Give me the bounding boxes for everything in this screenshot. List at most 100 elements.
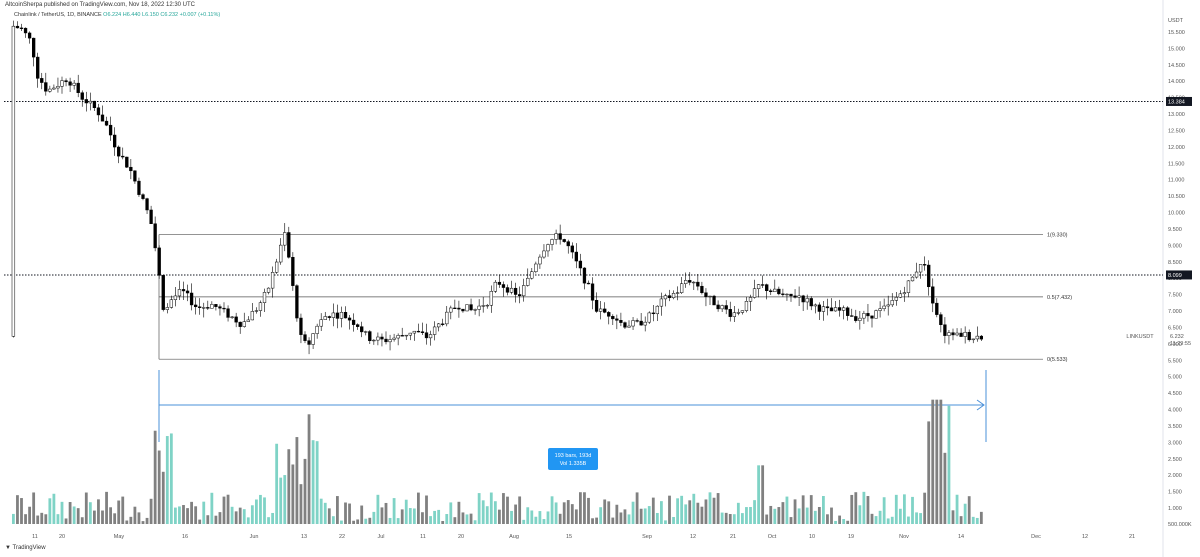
price-tick-label: 14.000 xyxy=(1168,79,1185,85)
volume-bar xyxy=(323,502,327,524)
candle-up xyxy=(412,330,417,334)
volume-bar xyxy=(84,492,88,524)
candle-up xyxy=(862,313,866,319)
volume-bar xyxy=(457,501,461,524)
candle-up xyxy=(404,334,408,337)
volume-bar xyxy=(688,500,692,524)
volume-bar xyxy=(392,498,396,524)
volume-bar xyxy=(311,440,315,524)
candle-down xyxy=(959,332,963,337)
candle-down xyxy=(712,295,716,306)
candle-down xyxy=(92,100,97,109)
candle-up xyxy=(372,339,376,342)
time-tick-label: Jun xyxy=(250,534,259,540)
candle-down xyxy=(923,264,927,266)
axis-currency: USDT xyxy=(1168,18,1184,24)
time-tick-label: 19 xyxy=(848,534,854,540)
candle-up xyxy=(493,281,498,292)
candle-up xyxy=(376,336,380,341)
volume-bar xyxy=(40,512,44,524)
candle-down xyxy=(623,322,627,328)
candle-up xyxy=(805,298,809,303)
candle-up xyxy=(910,276,915,282)
volume-bar xyxy=(133,506,137,524)
volume-bar xyxy=(874,516,878,524)
candle-down xyxy=(424,332,429,339)
volume-bar xyxy=(878,510,882,524)
volume-bar xyxy=(797,508,801,524)
candle-up xyxy=(331,312,336,318)
volume-bar xyxy=(684,504,688,524)
volume-bar xyxy=(372,511,376,524)
volume-bar xyxy=(348,503,351,524)
time-tick-label: 21 xyxy=(730,534,736,540)
volume-bar xyxy=(121,496,125,524)
volume-bar xyxy=(955,494,959,524)
candle-up xyxy=(538,256,542,265)
candle-down xyxy=(400,335,404,337)
candle-down xyxy=(586,282,591,285)
volume-bar xyxy=(676,498,679,524)
candle-down xyxy=(951,332,955,336)
candle-down xyxy=(40,78,44,83)
volume-bar xyxy=(283,475,287,524)
time-tick-label: Dec xyxy=(1031,534,1041,540)
volume-bar xyxy=(32,492,36,524)
candle-up xyxy=(56,86,60,89)
candle-down xyxy=(635,320,639,322)
volume-bar xyxy=(558,513,562,524)
volume-bar xyxy=(566,500,570,524)
volume-bar xyxy=(971,516,975,524)
volume-bar xyxy=(570,504,574,524)
volume-bar xyxy=(182,505,185,524)
volume-bar xyxy=(52,493,56,524)
candle-up xyxy=(485,304,489,307)
candle-up xyxy=(955,332,959,336)
price-tick-label: 3.000 xyxy=(1168,440,1182,446)
candle-down xyxy=(360,326,364,333)
volume-bar xyxy=(352,520,355,524)
volume-bar xyxy=(732,514,736,524)
candle-up xyxy=(202,307,206,309)
price-tick-label: 4.500 xyxy=(1168,391,1182,397)
candle-down xyxy=(590,283,595,301)
volume-bar xyxy=(757,465,760,524)
volume-bar xyxy=(421,512,424,524)
volume-bar xyxy=(506,496,509,524)
volume-bar xyxy=(631,501,635,524)
countdown-label: 11:29:55 xyxy=(1170,341,1191,347)
candle-down xyxy=(967,331,971,341)
candle-down xyxy=(728,309,732,317)
volume-bar xyxy=(809,495,813,524)
candle-up xyxy=(878,308,882,311)
candle-down xyxy=(651,312,655,315)
candle-down xyxy=(700,285,704,294)
volume-bar xyxy=(417,492,420,524)
candle-up xyxy=(210,304,214,309)
time-tick-label: 21 xyxy=(1129,534,1135,540)
price-tick-label: 12.500 xyxy=(1168,128,1185,134)
candle-down xyxy=(149,209,153,224)
candle-down xyxy=(931,286,935,304)
volume-bar xyxy=(206,515,210,524)
candle-down xyxy=(866,313,870,317)
volume-bar xyxy=(149,498,153,524)
volume-bar xyxy=(542,519,546,524)
volume-bar xyxy=(36,515,40,524)
candle-down xyxy=(850,315,854,317)
level-badge xyxy=(1166,96,1192,106)
candle-down xyxy=(104,120,109,126)
candle-down xyxy=(562,239,566,242)
price-tick-label: 15.000 xyxy=(1168,46,1185,52)
volume-bar xyxy=(319,498,323,524)
candle-down xyxy=(846,307,850,316)
price-tick-label: 11.500 xyxy=(1168,161,1184,167)
volume-bar xyxy=(194,506,198,524)
price-tick-label: 2.500 xyxy=(1168,457,1182,463)
candle-up xyxy=(971,338,975,341)
volume-bar xyxy=(607,501,611,524)
time-tick-label: 10 xyxy=(809,534,815,540)
candle-up xyxy=(392,337,396,340)
candle-up xyxy=(744,301,749,311)
